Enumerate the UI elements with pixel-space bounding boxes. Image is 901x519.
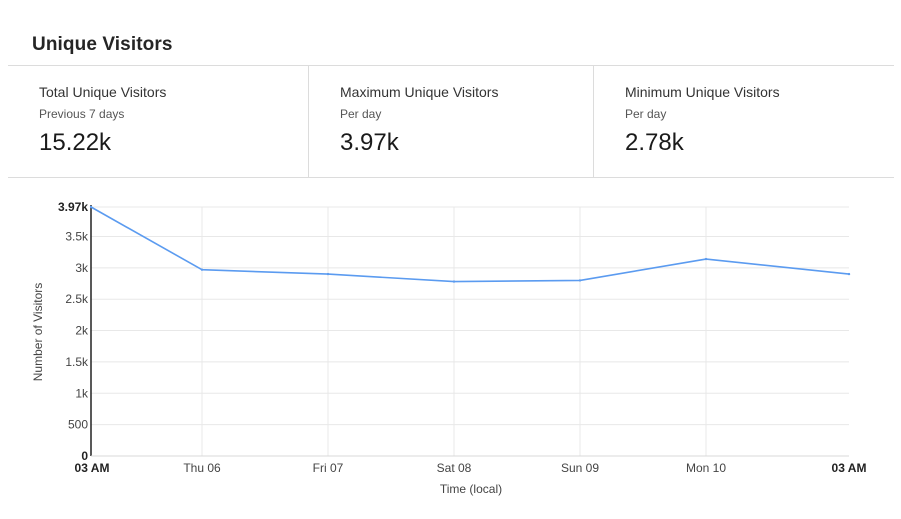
x-tick-label: Sun 09 bbox=[561, 461, 599, 475]
y-tick-label: 0 bbox=[81, 449, 88, 463]
data-point bbox=[578, 279, 582, 282]
x-tick-label: Fri 07 bbox=[313, 461, 344, 475]
page-title: Unique Visitors bbox=[32, 34, 173, 55]
x-tick-labels: 03 AM Thu 06 Fri 07 Sat 08 Sun 09 Mon 10 03 AM bbox=[75, 461, 867, 475]
chart-axes bbox=[90, 205, 849, 457]
stat-minimum-unique-visitors: Minimum Unique Visitors Per day 2.78k bbox=[593, 66, 894, 177]
stat-maximum-unique-visitors: Maximum Unique Visitors Per day 3.97k bbox=[308, 66, 593, 177]
chart-series bbox=[89, 205, 851, 283]
y-tick-labels: 0 500 1k 1.5k 2k 2.5k 3k 3.5k 3.97k bbox=[58, 200, 89, 463]
x-tick-label: 03 AM bbox=[832, 461, 867, 475]
stat-subtitle: Previous 7 days bbox=[39, 107, 125, 121]
stat-value: 2.78k bbox=[625, 129, 684, 156]
y-tick-label: 3k bbox=[75, 261, 89, 275]
data-point bbox=[326, 272, 330, 276]
x-tick-label: Thu 06 bbox=[183, 461, 221, 475]
stats-panel: Total Unique Visitors Previous 7 days 15… bbox=[8, 65, 894, 178]
x-tick-label: 03 AM bbox=[75, 461, 110, 475]
y-tick-label: 1k bbox=[75, 386, 89, 400]
data-point bbox=[200, 268, 204, 271]
data-point bbox=[452, 280, 456, 283]
data-point bbox=[704, 257, 708, 261]
y-tick-label: 1.5k bbox=[65, 355, 89, 369]
series-line bbox=[90, 206, 850, 283]
stat-value: 15.22k bbox=[39, 129, 112, 156]
x-axis-label: Time (local) bbox=[440, 482, 502, 496]
data-point bbox=[89, 205, 93, 209]
chart-grid bbox=[91, 206, 849, 456]
visitors-line-chart: 0 500 1k 1.5k 2k 2.5k 3k 3.5k 3.97k 03 AM Thu 06 F… bbox=[31, 200, 867, 496]
stat-total-unique-visitors: Total Unique Visitors Previous 7 days 15… bbox=[8, 66, 308, 177]
y-tick-label: 3.97k bbox=[58, 200, 88, 214]
y-tick-label: 2.5k bbox=[65, 292, 89, 306]
stat-label: Total Unique Visitors bbox=[39, 84, 167, 100]
y-tick-label: 3.5k bbox=[65, 229, 89, 243]
stat-subtitle: Per day bbox=[625, 107, 667, 121]
x-tick-label: Sat 08 bbox=[437, 461, 472, 475]
y-tick-label: 500 bbox=[68, 418, 88, 432]
y-tick-label: 2k bbox=[75, 324, 89, 338]
y-axis-label: Number of Visitors bbox=[31, 283, 45, 381]
x-tick-label: Mon 10 bbox=[686, 461, 726, 475]
stat-value: 3.97k bbox=[340, 129, 399, 156]
data-point bbox=[847, 272, 851, 276]
stat-subtitle: Per day bbox=[340, 107, 382, 121]
stat-label: Maximum Unique Visitors bbox=[340, 84, 499, 100]
stat-label: Minimum Unique Visitors bbox=[625, 84, 780, 100]
